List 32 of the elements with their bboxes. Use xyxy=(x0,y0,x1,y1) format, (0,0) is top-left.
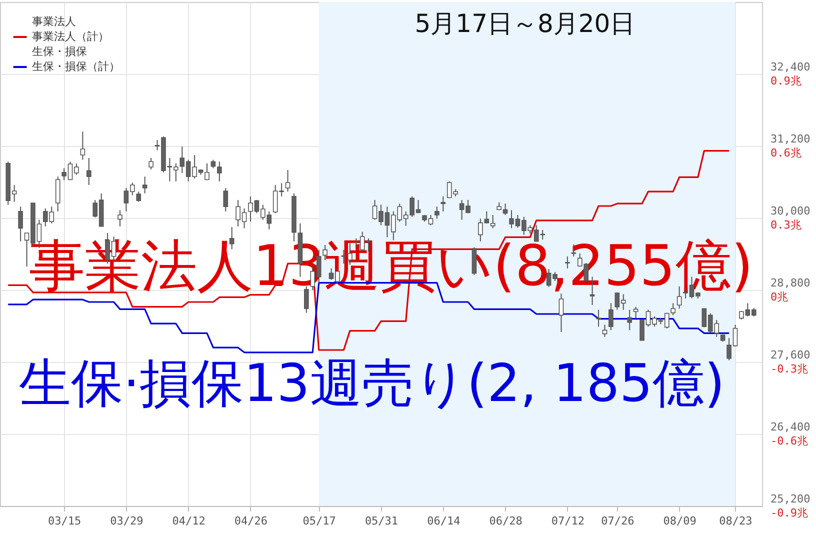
x-tick-label: 05/17 xyxy=(302,514,336,528)
y-tick-label: 31,200 xyxy=(770,132,810,146)
y-tick-label: 25,200 xyxy=(770,492,810,506)
legend-label: 生保・損保（計） xyxy=(32,60,120,73)
text: 事業法人 xyxy=(32,15,76,28)
text: 生保・損保 xyxy=(32,45,87,58)
y-tick-label: 28,800 xyxy=(770,276,810,290)
y2-tick-label: 0兆 xyxy=(770,290,788,304)
y2-tick-label: -0.3兆 xyxy=(770,362,808,376)
x-tick-label: 07/26 xyxy=(601,514,634,528)
x-tick-label: 08/23 xyxy=(719,514,752,528)
y2-tick-label: 0.6兆 xyxy=(770,146,802,160)
x-tick-label: 06/28 xyxy=(489,514,522,528)
x-tick-label: 03/15 xyxy=(48,514,82,528)
y2-tick-label: -0.9兆 xyxy=(770,506,808,520)
y-tick-label: 26,400 xyxy=(770,420,810,434)
x-tick-label: 06/14 xyxy=(427,514,461,528)
x-tick-label: 08/09 xyxy=(663,514,696,528)
y-tick-label: 27,600 xyxy=(770,348,810,362)
x-tick-label: 03/29 xyxy=(110,514,144,528)
y-tick-label: 30,000 xyxy=(770,204,810,218)
y2-tick-label: 0.9兆 xyxy=(770,74,802,88)
chart-title: 5月17日～8月20日 xyxy=(414,9,636,38)
x-tick-label: 04/26 xyxy=(234,514,268,528)
y2-tick-label: -0.6兆 xyxy=(770,434,808,448)
x-tick-label: 07/12 xyxy=(551,514,585,528)
y2-tick-label: 0.3兆 xyxy=(770,218,802,232)
x-tick-label: 05/31 xyxy=(364,514,398,528)
annotation: 生保·損保13週売り(2, 185億) xyxy=(19,354,725,414)
x-tick-label: 04/12 xyxy=(172,514,206,528)
legend-label: 事業法人（計） xyxy=(32,30,109,43)
y-tick-label: 32,400 xyxy=(770,60,810,74)
